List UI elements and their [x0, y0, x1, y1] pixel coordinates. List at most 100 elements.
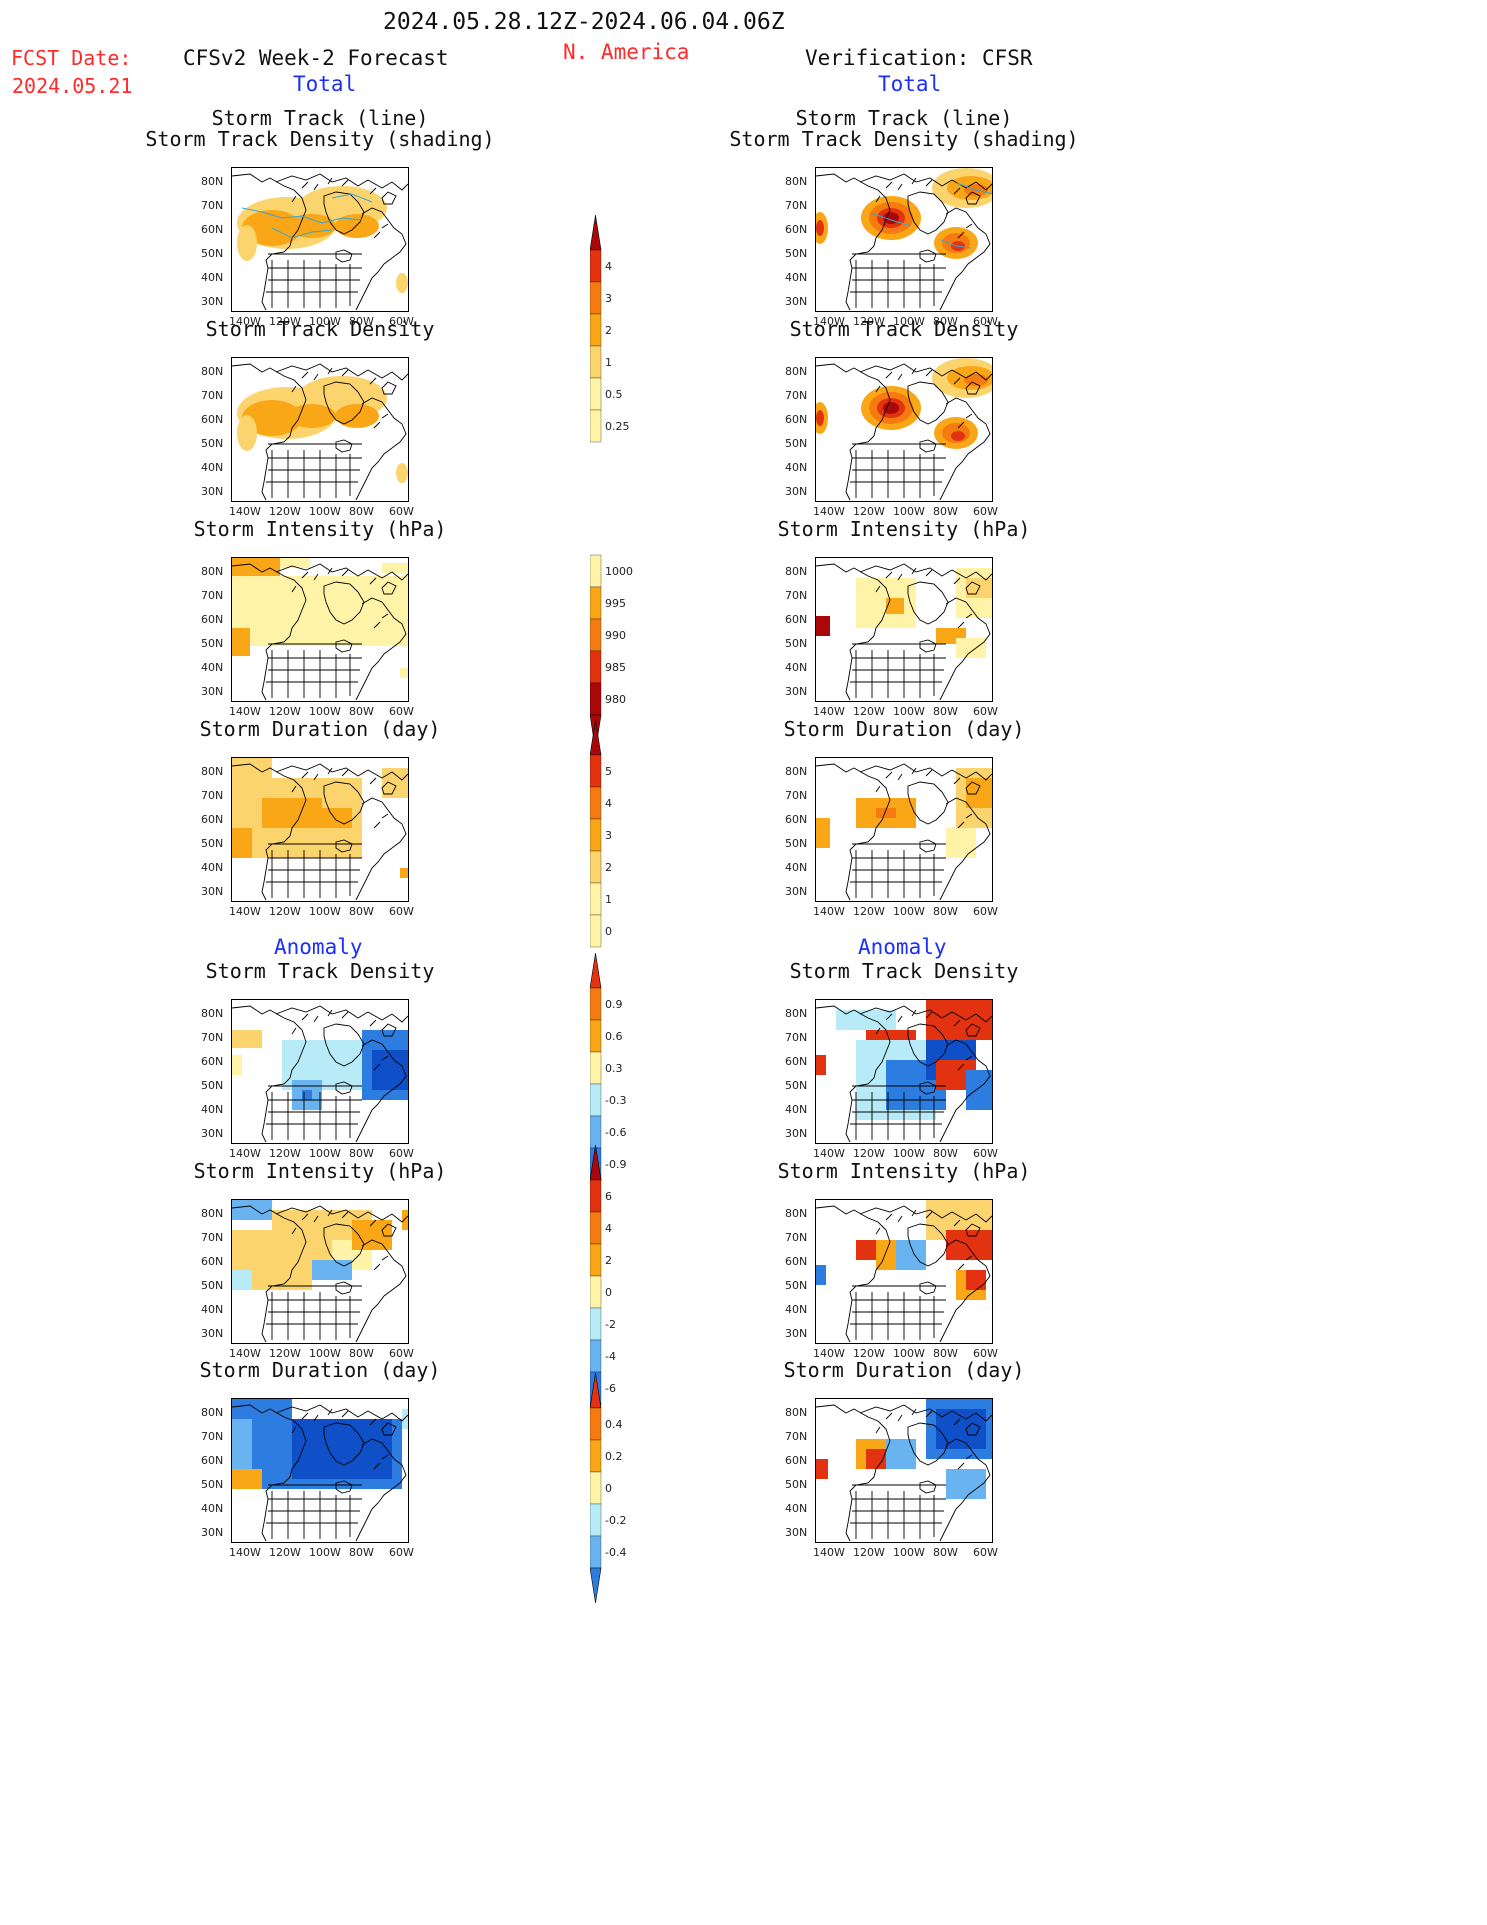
lon-tick-label: 80W — [933, 905, 958, 918]
lon-tick-label: 100W — [309, 1147, 341, 1160]
lat-tick-label: 30N — [201, 295, 224, 308]
lat-tick-label: 40N — [785, 271, 808, 284]
map-fcst-intensity — [231, 557, 409, 702]
svg-text:-0.6: -0.6 — [605, 1126, 626, 1139]
lat-tick-label: 60N — [201, 813, 224, 826]
lat-tick-label: 50N — [785, 1478, 808, 1491]
lon-tick-label: 80W — [349, 505, 374, 518]
map-ver-duration-anomaly — [815, 1398, 993, 1543]
lon-tick-label: 140W — [229, 705, 261, 718]
lat-tick-label: 60N — [201, 413, 224, 426]
lon-tick-label: 60W — [389, 705, 414, 718]
lon-tick-label: 60W — [389, 1347, 414, 1360]
svg-text:-4: -4 — [605, 1350, 616, 1363]
lon-tick-label: 100W — [893, 1546, 925, 1559]
lat-tick-label: 50N — [201, 247, 224, 260]
panel-title: Storm Track (line) — [795, 106, 1013, 130]
lat-tick-label: 80N — [201, 1007, 224, 1020]
lon-tick-label: 100W — [893, 505, 925, 518]
lon-tick-label: 60W — [973, 1147, 998, 1160]
map-fcst-duration-anomaly — [231, 1398, 409, 1543]
svg-text:-2: -2 — [605, 1318, 616, 1331]
svg-text:1: 1 — [605, 356, 612, 369]
lat-tick-label: 40N — [201, 1502, 224, 1515]
lat-tick-label: 40N — [201, 271, 224, 284]
svg-text:3: 3 — [605, 829, 612, 842]
panel-title: Storm Track Density (shading) — [729, 127, 1079, 151]
map-fcst-track-line — [231, 167, 409, 312]
lon-tick-label: 100W — [893, 1347, 925, 1360]
lon-tick-label: 140W — [813, 705, 845, 718]
lat-tick-label: 30N — [785, 295, 808, 308]
map-fcst-track-density — [231, 357, 409, 502]
lat-tick-label: 70N — [201, 389, 224, 402]
lat-tick-label: 80N — [201, 365, 224, 378]
svg-text:-0.4: -0.4 — [605, 1546, 626, 1559]
lat-tick-label: 70N — [785, 199, 808, 212]
lat-tick-label: 50N — [785, 837, 808, 850]
lat-tick-label: 30N — [201, 685, 224, 698]
svg-text:0: 0 — [605, 925, 612, 938]
svg-text:4: 4 — [605, 260, 612, 273]
panel-title: Storm Track (line) — [211, 106, 429, 130]
lon-tick-label: 140W — [813, 1147, 845, 1160]
lat-tick-label: 40N — [785, 461, 808, 474]
lon-tick-label: 60W — [973, 505, 998, 518]
lat-tick-label: 70N — [201, 1231, 224, 1244]
lat-tick-label: 50N — [785, 247, 808, 260]
lon-tick-label: 60W — [973, 1546, 998, 1559]
lat-tick-label: 40N — [201, 461, 224, 474]
lat-tick-label: 50N — [785, 1079, 808, 1092]
lon-tick-label: 60W — [389, 1147, 414, 1160]
lat-tick-label: 50N — [785, 1279, 808, 1292]
lat-tick-label: 30N — [785, 1127, 808, 1140]
lat-tick-label: 50N — [201, 837, 224, 850]
lon-tick-label: 120W — [853, 315, 885, 328]
fcst-date-value: 2024.05.21 — [12, 74, 133, 98]
lat-tick-label: 80N — [201, 175, 224, 188]
lon-tick-label: 120W — [269, 705, 301, 718]
lat-tick-label: 60N — [201, 613, 224, 626]
lat-tick-label: 60N — [785, 1055, 808, 1068]
svg-text:4: 4 — [605, 1222, 612, 1235]
lat-tick-label: 30N — [785, 1327, 808, 1340]
lat-tick-label: 30N — [201, 1526, 224, 1539]
lon-tick-label: 80W — [933, 1347, 958, 1360]
lat-tick-label: 50N — [201, 1279, 224, 1292]
svg-text:-0.3: -0.3 — [605, 1094, 626, 1107]
panel-title: Storm Duration (day) — [199, 717, 441, 741]
lon-tick-label: 100W — [309, 1347, 341, 1360]
lat-tick-label: 40N — [201, 861, 224, 874]
lon-tick-label: 60W — [389, 505, 414, 518]
svg-text:0.5: 0.5 — [605, 388, 623, 401]
lat-tick-label: 40N — [785, 1103, 808, 1116]
lon-tick-label: 100W — [309, 1546, 341, 1559]
lat-tick-label: 70N — [785, 589, 808, 602]
lon-tick-label: 60W — [973, 1347, 998, 1360]
lon-tick-label: 100W — [309, 905, 341, 918]
lat-tick-label: 80N — [201, 765, 224, 778]
svg-text:985: 985 — [605, 661, 626, 674]
map-ver-intensity-anomaly — [815, 1199, 993, 1344]
lon-tick-label: 120W — [269, 905, 301, 918]
svg-text:2: 2 — [605, 324, 612, 337]
map-ver-duration — [815, 757, 993, 902]
date-range-title: 2024.05.28.12Z-2024.06.04.06Z — [383, 9, 785, 35]
map-ver-track-line — [815, 167, 993, 312]
svg-text:-6: -6 — [605, 1382, 616, 1395]
lat-tick-label: 70N — [201, 789, 224, 802]
lon-tick-label: 80W — [933, 1546, 958, 1559]
svg-text:0.9: 0.9 — [605, 998, 623, 1011]
lon-tick-label: 80W — [349, 705, 374, 718]
lon-tick-label: 140W — [229, 905, 261, 918]
colorbar-duration-anomaly: 0.4 0.2 0 -0.2 -0.4 — [590, 1372, 626, 1604]
forecast-title: CFSv2 Week-2 Forecast — [183, 46, 449, 70]
svg-text:0.6: 0.6 — [605, 1030, 623, 1043]
section-total-left: Total — [293, 72, 357, 96]
lat-tick-label: 30N — [785, 1526, 808, 1539]
lat-tick-label: 30N — [785, 485, 808, 498]
verification-title: Verification: CFSR — [805, 46, 1033, 70]
panel-title: Storm Track Density — [789, 317, 1019, 341]
lat-tick-label: 60N — [785, 1454, 808, 1467]
svg-text:995: 995 — [605, 597, 626, 610]
